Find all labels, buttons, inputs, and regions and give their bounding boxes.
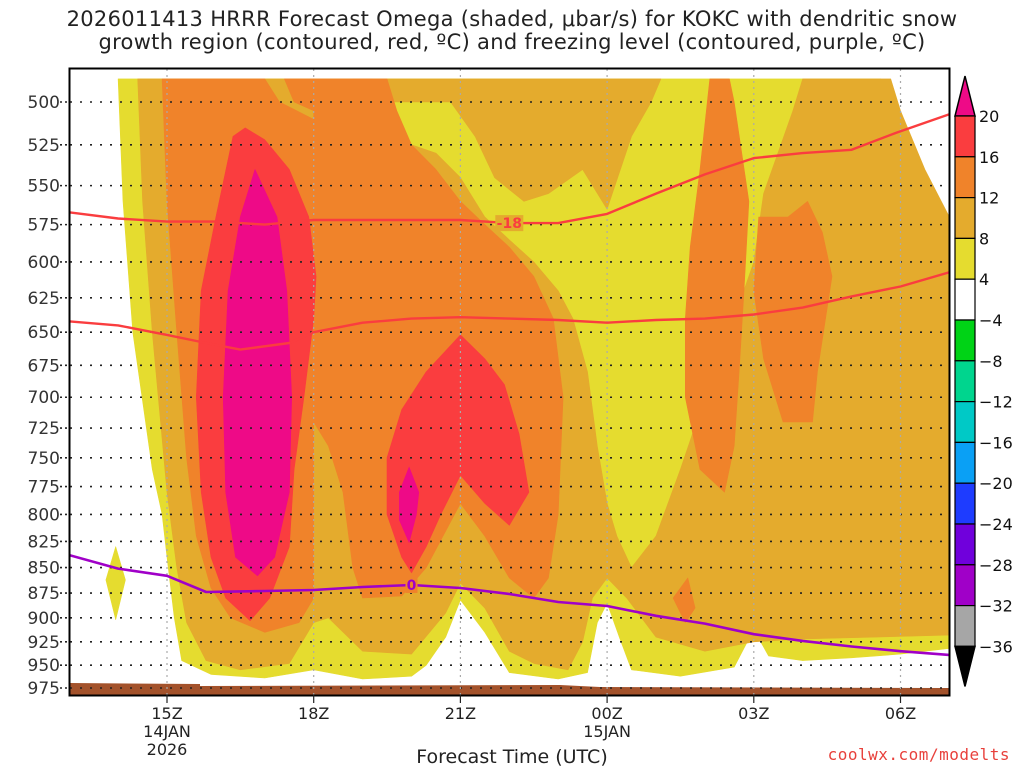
colorbar-tick-label: −24 [979, 515, 1013, 534]
chart-title-line-1: 2026011413 HRRR Forecast Omega (shaded, … [66, 7, 958, 31]
y-tick-label: 900 [28, 609, 60, 629]
chart-title: 2026011413 HRRR Forecast Omega (shaded, … [0, 8, 1024, 54]
colorbar: 20 16 12 8 4 −4 −8 −12 −16 −20 −24 −28 −32 −36 [954, 75, 1013, 687]
terrain-surface [70, 683, 949, 695]
omega-shading [105, 78, 949, 680]
y-tick-label: 650 [28, 323, 60, 343]
colorbar-tick-label: −28 [979, 556, 1013, 575]
y-tick-label: 875 [28, 584, 60, 604]
freezing-level-label: 0 [407, 578, 417, 594]
credit-text: coolwx.com/modelts [827, 745, 1010, 764]
y-axis: 500 525 550 575 600 625 650 675 700 725 750 775 800 8… [28, 93, 69, 699]
colorbar-swatch [954, 360, 976, 403]
y-tick-label: 550 [28, 177, 60, 197]
y-tick-label: 675 [28, 356, 60, 376]
y-tick-label: 750 [28, 449, 60, 469]
colorbar-swatch [954, 115, 976, 158]
y-tick-label: 925 [28, 633, 60, 653]
colorbar-swatch [954, 523, 976, 566]
y-tick-label: 775 [28, 478, 60, 498]
colorbar-swatch [954, 401, 976, 444]
x-tick-label: 15Z [151, 704, 182, 723]
chart-title-line-2: growth region (contoured, red, ºC) and f… [98, 30, 926, 54]
terrain [70, 683, 949, 695]
y-tick-label: 800 [28, 505, 60, 525]
colorbar-tick-label: 16 [979, 148, 999, 167]
colorbar-swatch [954, 441, 976, 484]
y-tick-label: 825 [28, 532, 60, 552]
colorbar-tick-label: −32 [979, 597, 1013, 616]
colorbar-swatch [954, 237, 976, 280]
x-tick-sublabel: 15JAN [583, 722, 631, 741]
y-tick-label: 950 [28, 656, 60, 676]
contours: -18 0 [70, 113, 949, 657]
dgz-isotherm-line [70, 271, 949, 351]
plot-frame [68, 67, 951, 697]
colorbar-swatch [954, 156, 976, 199]
omega-region-11 [222, 169, 293, 577]
colorbar-tick-label: 20 [979, 107, 999, 126]
colorbar-tick-label: −20 [979, 474, 1013, 493]
x-tick-label: 21Z [445, 704, 476, 723]
x-tick-label: 18Z [298, 704, 329, 723]
colorbar-swatch [954, 564, 976, 607]
y-tick-label: 500 [28, 93, 60, 113]
x-tick-sublabel: 2026 [147, 740, 188, 759]
y-tick-label: 600 [28, 253, 60, 273]
colorbar-swatch [954, 278, 976, 321]
colorbar-swatch [954, 197, 976, 240]
y-tick-label: 850 [28, 559, 60, 579]
contour-label-bg [405, 576, 418, 593]
grid [70, 69, 949, 695]
x-tick-label: 03Z [738, 704, 769, 723]
y-tick-label: 575 [28, 216, 60, 236]
y-tick-label: 625 [28, 289, 60, 309]
colorbar-min-arrow [954, 645, 976, 687]
omega-region-7 [753, 201, 833, 423]
colorbar-tick-label: 8 [979, 229, 989, 248]
y-tick-label: 700 [28, 388, 60, 408]
y-tick-label: 725 [28, 419, 60, 439]
x-tick-sublabel: 14JAN [143, 722, 191, 741]
omega-region-5 [284, 78, 315, 111]
x-tick-label: 06Z [885, 704, 916, 723]
y-tick-label: 525 [28, 136, 60, 156]
colorbar-tick-label: −4 [979, 311, 1003, 330]
colorbar-swatch [954, 319, 976, 362]
dgz-isotherm-label: -18 [497, 216, 522, 232]
omega-region-8 [672, 577, 696, 623]
colorbar-tick-label: −12 [979, 393, 1013, 412]
x-tick-label: 00Z [591, 704, 622, 723]
colorbar-swatch [954, 604, 976, 647]
colorbar-max-arrow [954, 75, 976, 117]
omega-region-6 [684, 78, 750, 493]
colorbar-tick-label: 12 [979, 189, 999, 208]
omega-region-12 [398, 466, 420, 543]
x-axis-label: Forecast Time (UTC) [416, 746, 608, 768]
plot-area: -18 0 [68, 67, 951, 697]
colorbar-tick-label: −8 [979, 352, 1003, 371]
freezing-level-line [70, 553, 949, 657]
colorbar-tick-label: 4 [979, 270, 989, 289]
colorbar-tick-label: −36 [979, 637, 1013, 656]
y-tick-label: 975 [28, 679, 60, 699]
colorbar-swatch [954, 482, 976, 525]
colorbar-tick-label: −16 [979, 433, 1013, 452]
contour-label-bg [495, 215, 524, 232]
